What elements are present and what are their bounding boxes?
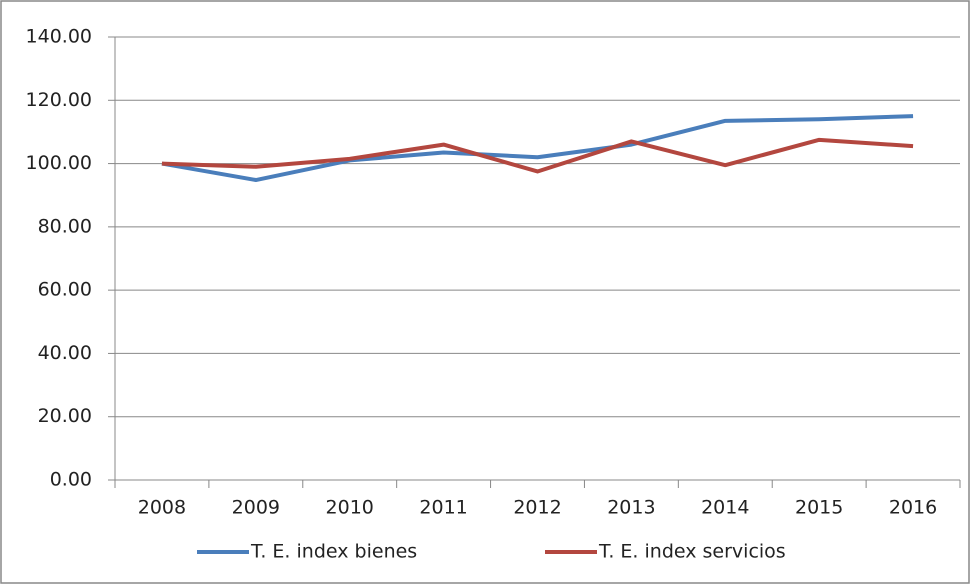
legend-label: T. E. index servicios xyxy=(598,541,786,563)
y-tick-label: 100.00 xyxy=(26,152,92,174)
legend-label: T. E. index bienes xyxy=(250,541,417,563)
x-tick-label: 2015 xyxy=(795,497,843,519)
y-tick-label: 60.00 xyxy=(38,279,92,301)
y-tick-label: 80.00 xyxy=(38,215,92,237)
x-tick-label: 2008 xyxy=(138,497,186,519)
x-tick-label: 2009 xyxy=(232,497,280,519)
x-tick-label: 2016 xyxy=(889,497,937,519)
y-tick-label: 40.00 xyxy=(38,342,92,364)
x-tick-label: 2014 xyxy=(701,497,749,519)
y-tick-label: 140.00 xyxy=(26,26,92,48)
y-tick-label: 20.00 xyxy=(38,405,92,427)
series-line xyxy=(161,137,914,174)
y-tick-label: 0.00 xyxy=(50,469,92,491)
x-tick-label: 2013 xyxy=(607,497,655,519)
x-tick-label: 2010 xyxy=(326,497,374,519)
x-tick-label: 2012 xyxy=(513,497,561,519)
x-tick-label: 2011 xyxy=(419,497,467,519)
y-tick-label: 120.00 xyxy=(26,89,92,111)
series-line xyxy=(161,114,914,183)
